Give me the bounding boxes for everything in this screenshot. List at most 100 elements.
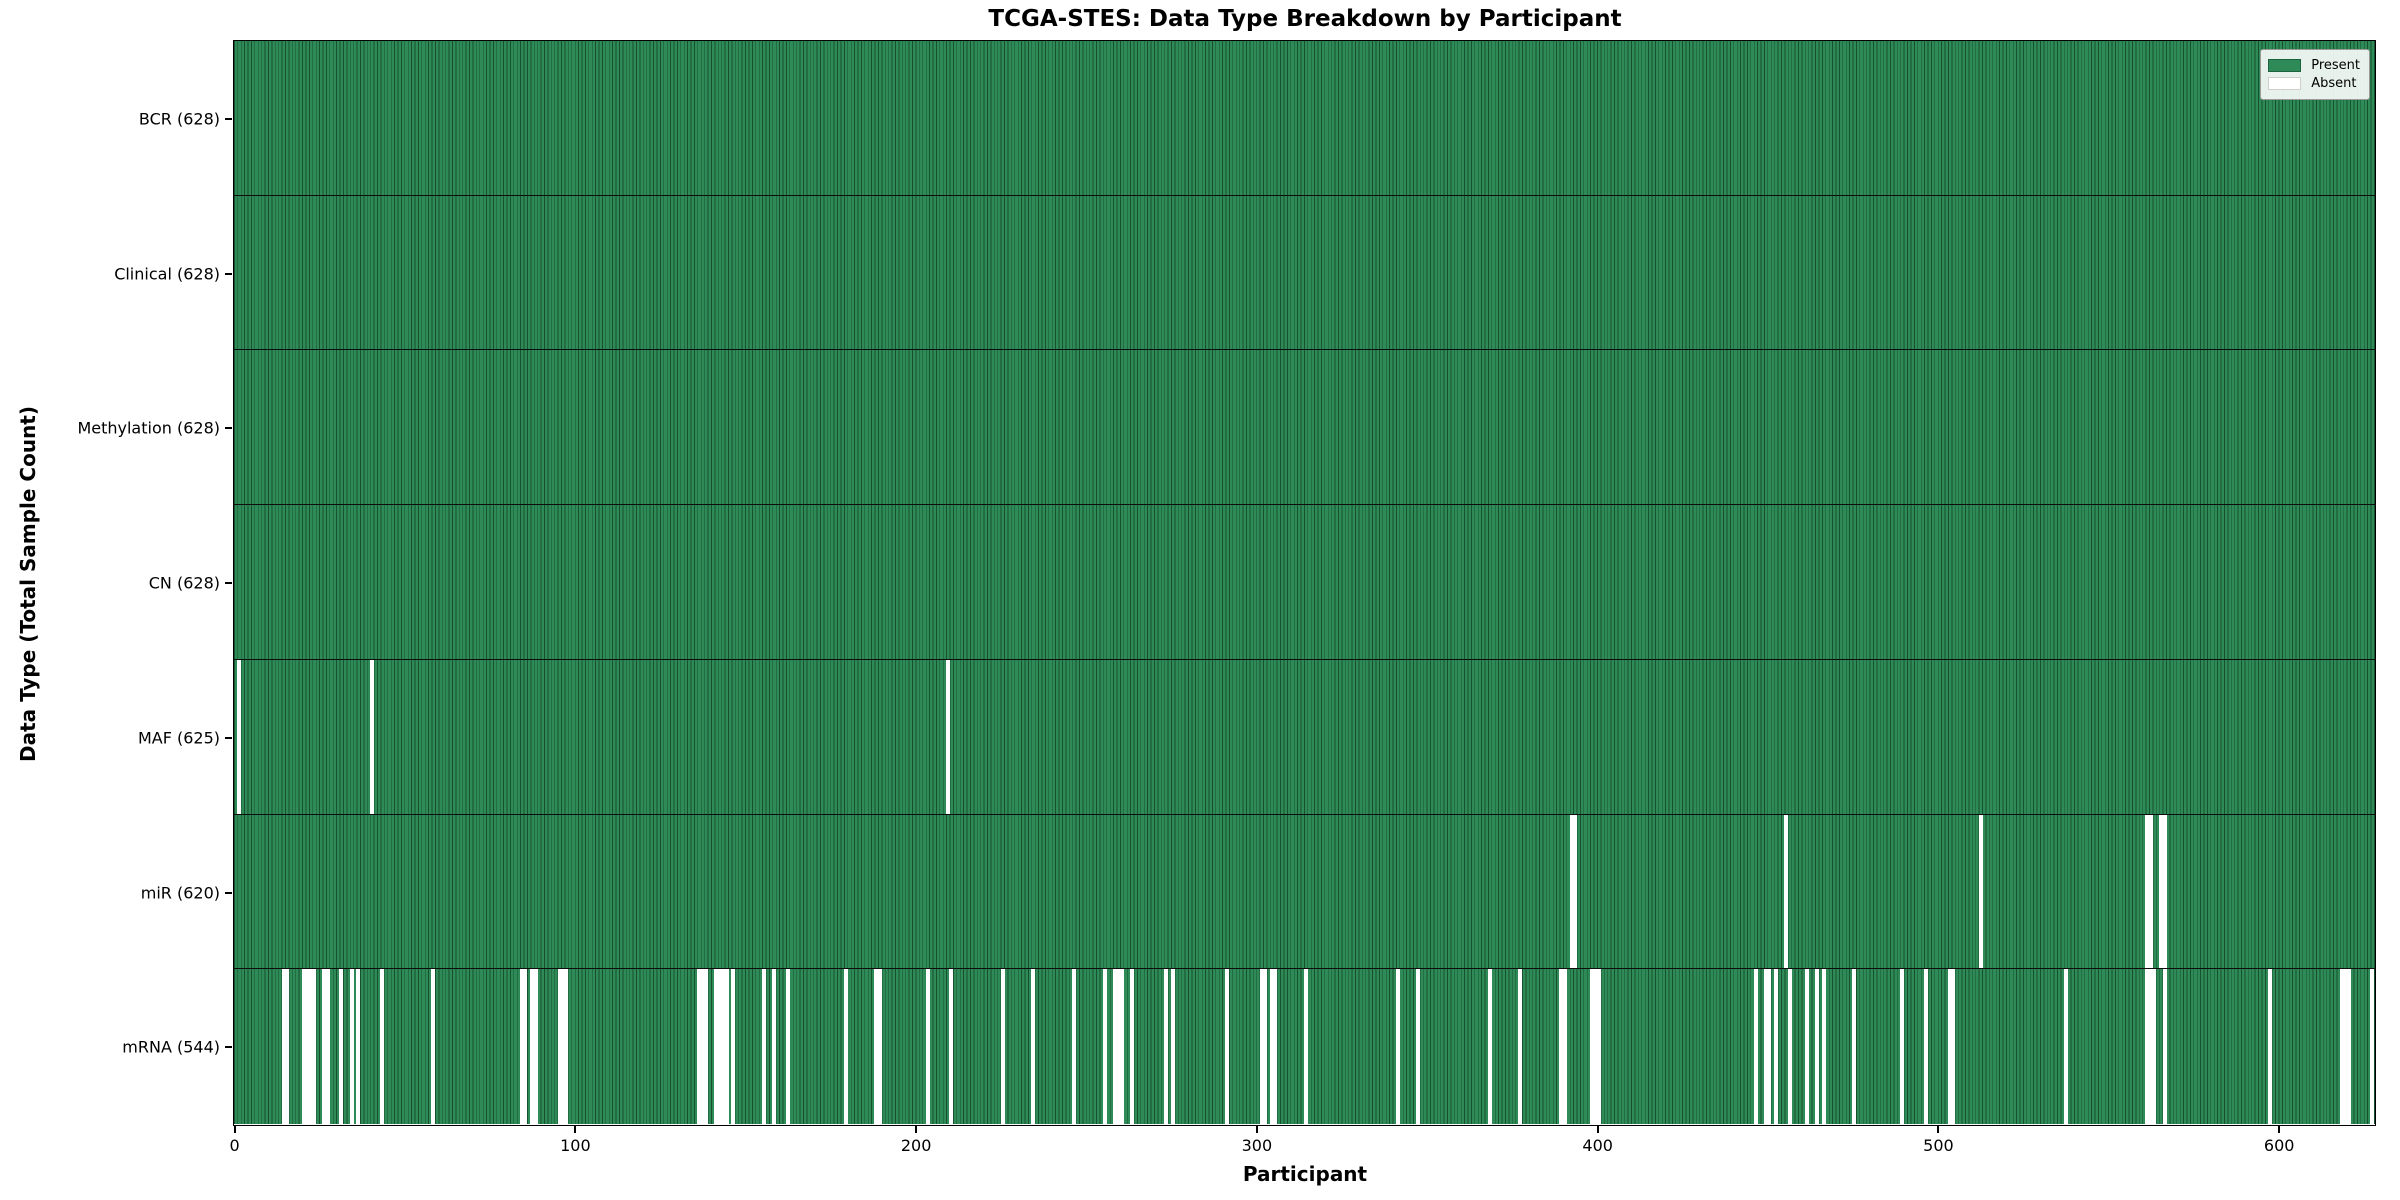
absent-stripe — [2268, 969, 2273, 1124]
absent-stripe — [1487, 969, 1492, 1124]
x-tick-mark — [1255, 1126, 1258, 1133]
bar-row-Methylation — [234, 350, 2375, 506]
absent-stripe — [1573, 814, 1577, 969]
absent-stripe — [1262, 969, 1267, 1124]
absent-stripe — [1559, 969, 1564, 1124]
x-tick-mark — [1596, 1126, 1599, 1133]
bar-row-mRNA — [234, 969, 2375, 1124]
absent-stripe — [2162, 969, 2167, 1124]
x-tick-mark — [574, 1126, 577, 1133]
absent-stripe — [1590, 969, 1595, 1124]
absent-stripe — [356, 969, 361, 1124]
absent-stripe — [1923, 969, 1928, 1124]
absent-stripe — [1804, 969, 1809, 1124]
absent-stripe — [697, 969, 702, 1124]
y-tick-mark — [225, 272, 232, 275]
absent-stripe — [1774, 969, 1779, 1124]
absent-stripe — [945, 659, 950, 814]
absent-stripe — [1116, 969, 1121, 1124]
absent-stripe — [557, 969, 562, 1124]
absent-stripe — [533, 969, 538, 1124]
x-tick-label-0: 0 — [229, 1136, 240, 1155]
absent-stripe — [949, 969, 954, 1124]
absent-stripe — [1814, 969, 1819, 1124]
absent-stripe — [2159, 814, 2164, 969]
absent-stripe — [560, 969, 565, 1124]
absent-stripe — [2145, 814, 2150, 969]
x-tick-label-500: 500 — [1923, 1136, 1954, 1155]
x-tick-mark — [2278, 1126, 2281, 1133]
legend-label-absent: Absent — [2311, 76, 2357, 91]
absent-stripe — [2339, 969, 2344, 1124]
absent-stripe — [1753, 969, 1758, 1124]
absent-stripe — [431, 969, 436, 1124]
absent-stripe — [1031, 969, 1036, 1124]
legend-item-present: Present — [2268, 58, 2360, 73]
absent-stripe — [380, 969, 385, 1124]
x-tick-label-400: 400 — [1582, 1136, 1613, 1155]
absent-stripe — [1569, 814, 1574, 969]
legend: Present Absent — [2260, 49, 2370, 100]
absent-stripe — [1562, 969, 1567, 1124]
absent-stripe — [1303, 969, 1308, 1124]
x-tick-label-200: 200 — [900, 1136, 932, 1155]
absent-stripe — [339, 969, 344, 1124]
absent-stripe — [877, 969, 882, 1124]
absent-stripe — [284, 969, 289, 1124]
absent-stripe — [1269, 969, 1274, 1124]
y-tick-label-Methylation: Methylation (628) — [77, 418, 220, 438]
bar-row-miR — [234, 814, 2375, 970]
present-swatch — [2268, 59, 2302, 72]
absent-stripe — [1900, 969, 1905, 1124]
absent-stripe — [2148, 969, 2153, 1124]
x-tick-label-600: 600 — [2263, 1136, 2295, 1155]
absent-stripe — [843, 969, 848, 1124]
absent-stripe — [1787, 969, 1792, 1124]
absent-stripe — [523, 969, 528, 1124]
absent-stripe — [1072, 969, 1077, 1124]
y-tick-mark — [225, 427, 232, 430]
absent-stripe — [1416, 969, 1421, 1124]
absent-stripe — [322, 969, 327, 1124]
absent-stripe — [1102, 969, 1107, 1124]
y-tick-label-BCR: BCR (628) — [138, 109, 220, 129]
absent-stripe — [370, 659, 375, 814]
x-tick-label-100: 100 — [560, 1136, 591, 1155]
absent-stripe — [1273, 969, 1278, 1124]
x-axis-title: Participant — [1242, 1162, 1368, 1186]
bar-row-BCR — [234, 41, 2375, 196]
absent-stripe — [2148, 814, 2153, 969]
absent-stripe — [1784, 814, 1789, 969]
absent-stripe — [1767, 969, 1772, 1124]
y-tick-label-CN: CN (628) — [148, 573, 220, 593]
absent-stripe — [2343, 969, 2348, 1124]
absent-stripe — [1130, 969, 1134, 1124]
absent-stripe — [1119, 969, 1124, 1124]
y-tick-label-MAF: MAF (625) — [137, 728, 220, 748]
absent-stripe — [520, 969, 525, 1124]
y-tick-mark — [225, 117, 232, 120]
absent-stripe — [724, 969, 729, 1124]
absent-stripe — [785, 969, 790, 1124]
absent-stripe — [564, 969, 569, 1124]
bar-rows-container — [234, 41, 2375, 1124]
absent-stripe — [1000, 969, 1005, 1124]
chart-title: TCGA-STES: Data Type Breakdown by Partic… — [988, 6, 1622, 32]
absent-stripe — [1225, 969, 1230, 1124]
absent-stripe — [1112, 969, 1117, 1124]
absent-stripe — [874, 969, 879, 1124]
absent-stripe — [1593, 969, 1598, 1124]
absent-stripe — [305, 969, 310, 1124]
bar-row-MAF — [234, 659, 2375, 815]
absent-stripe — [530, 969, 535, 1124]
absent-stripe — [281, 969, 286, 1124]
absent-stripe — [2346, 969, 2351, 1124]
y-tick-mark — [225, 582, 232, 585]
absent-stripe — [717, 969, 722, 1124]
absent-stripe — [714, 969, 719, 1124]
absent-stripe — [1164, 969, 1169, 1124]
absent-stripe — [325, 969, 330, 1124]
absent-stripe — [1170, 969, 1175, 1124]
absent-stripe — [772, 969, 777, 1124]
